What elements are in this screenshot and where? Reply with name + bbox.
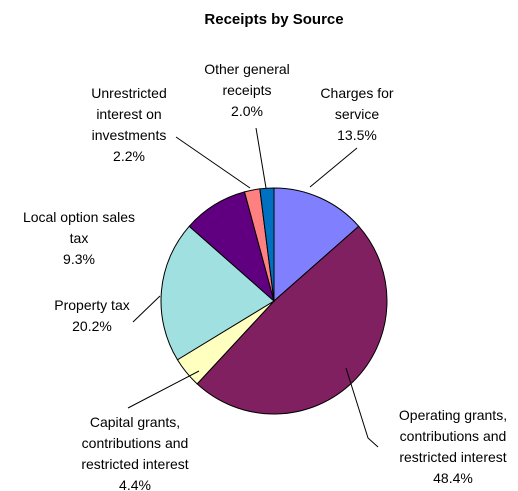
- slice-label-line: Unrestricted: [91, 85, 166, 101]
- slice-label-line: Operating grants,: [399, 407, 507, 423]
- slice-value-label: 4.4%: [119, 477, 151, 491]
- slice-label: Charges for service 13.5%: [320, 85, 393, 143]
- pie-slice: [196, 225, 388, 415]
- slice-label-line: contributions and: [400, 428, 507, 444]
- slice-label-line: service: [335, 106, 380, 122]
- slice-value-label: 48.4%: [433, 470, 473, 486]
- slice-label-line: Charges for: [320, 85, 393, 101]
- slice-label-line: investments: [92, 127, 167, 143]
- leader-line: [175, 136, 251, 189]
- slice-labels: Charges for service 13.5% Operating grants,…: [23, 61, 507, 491]
- slice-label: Other general receipts 2.0%: [204, 61, 290, 119]
- chart-title: Receipts by Source: [204, 11, 343, 28]
- leader-lines: [127, 127, 379, 448]
- slice-label-line: Other general: [204, 61, 290, 77]
- slice-label: Capital grants, contributions and restrict…: [81, 414, 188, 491]
- slice-value-label: 20.2%: [72, 318, 112, 334]
- leader-line: [309, 147, 358, 188]
- slice-label-line: receipts: [222, 82, 271, 98]
- slice-label: Unrestricted interest on investments 2.2%: [91, 85, 166, 164]
- pie-slice: [160, 225, 275, 361]
- slice-label-line: contributions and: [82, 435, 189, 451]
- pie-slices: [160, 187, 388, 415]
- slice-value-label: 2.2%: [113, 148, 145, 164]
- slice-label-line: Local option sales: [23, 209, 135, 225]
- slice-value-label: 2.0%: [231, 103, 263, 119]
- slice-value-label: 13.5%: [337, 127, 377, 143]
- leader-line: [132, 295, 161, 323]
- slice-label-line: Property tax: [54, 297, 129, 313]
- slice-label-line: interest on: [96, 106, 161, 122]
- leader-line: [127, 370, 200, 409]
- slice-label-line: Capital grants,: [90, 414, 180, 430]
- slice-value-label: 9.3%: [63, 251, 95, 267]
- slice-label-line: restricted interest: [81, 456, 188, 472]
- slice-label: Local option sales tax 9.3%: [23, 209, 135, 267]
- pie-slice: [259, 187, 275, 302]
- slice-label-line: restricted interest: [399, 449, 506, 465]
- leader-line: [255, 127, 267, 189]
- slice-label-line: tax: [70, 230, 89, 246]
- slice-label: Property tax 20.2%: [54, 297, 129, 334]
- pie-slice: [273, 187, 360, 303]
- slice-label: Operating grants, contributions and restri…: [399, 407, 507, 486]
- leader-line: [345, 367, 379, 448]
